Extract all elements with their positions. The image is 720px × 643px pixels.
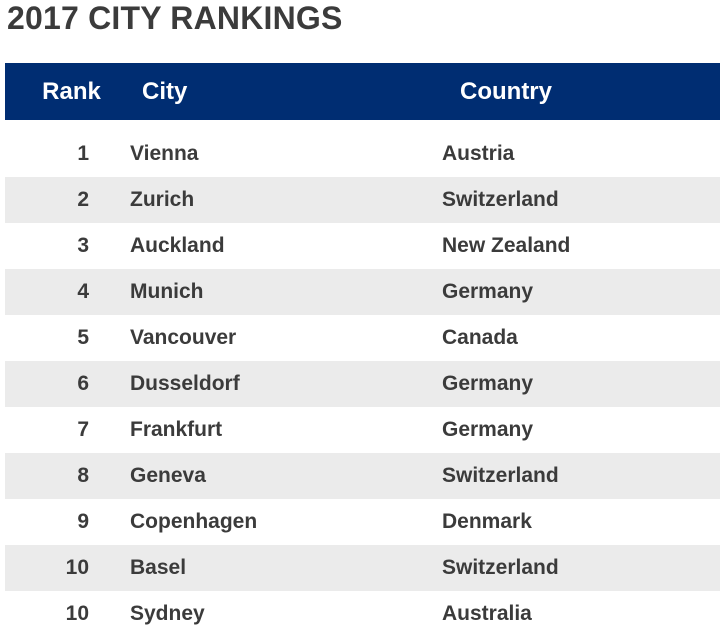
table-header: Rank City Country <box>5 63 720 120</box>
city-cell: Zurich <box>130 188 195 211</box>
city-cell: Copenhagen <box>130 510 258 533</box>
rank-cell: 3 <box>77 234 89 257</box>
city-cell: Sydney <box>130 602 205 625</box>
table-row: 9 Copenhagen Denmark <box>5 499 720 545</box>
header-rank: Rank <box>42 78 101 105</box>
page-title: 2017 CITY RANKINGS <box>7 0 343 36</box>
table-row: 3 Auckland New Zealand <box>5 223 720 269</box>
city-cell: Basel <box>130 556 187 579</box>
rank-cell: 7 <box>77 418 89 441</box>
header-country: Country <box>460 78 552 105</box>
country-cell: Austria <box>442 142 515 165</box>
table-row: 10 Basel Switzerland <box>5 545 720 591</box>
country-cell: Germany <box>442 280 534 303</box>
rank-cell: 9 <box>77 510 89 533</box>
rank-cell: 8 <box>77 464 89 487</box>
rank-cell: 6 <box>77 372 89 395</box>
header-city: City <box>142 78 188 105</box>
table-row: 2 Zurich Switzerland <box>5 177 720 223</box>
rank-cell: 10 <box>65 602 89 625</box>
country-cell: New Zealand <box>442 234 571 257</box>
country-cell: Canada <box>442 326 518 349</box>
table-body: 1 Vienna Austria 2 Zurich Switzerland 3 Aucklan… <box>5 131 720 637</box>
country-cell: Germany <box>442 418 534 441</box>
table-row: 8 Geneva Switzerland <box>5 453 720 499</box>
country-cell: Switzerland <box>442 188 559 211</box>
rank-cell: 1 <box>77 142 89 165</box>
city-cell: Munich <box>130 280 204 303</box>
rank-cell: 10 <box>65 556 89 579</box>
table-row: 1 Vienna Austria <box>5 131 720 177</box>
rank-cell: 4 <box>77 280 89 303</box>
rank-cell: 2 <box>77 188 89 211</box>
table-row: 4 Munich Germany <box>5 269 720 315</box>
country-cell: Germany <box>442 372 534 395</box>
country-cell: Switzerland <box>442 464 559 487</box>
country-cell: Switzerland <box>442 556 559 579</box>
table-row: 5 Vancouver Canada <box>5 315 720 361</box>
city-cell: Geneva <box>130 464 206 487</box>
rankings-table: Rank City Country 1 Vienna Austria 2 Zurich S… <box>5 63 720 637</box>
country-cell: Denmark <box>442 510 532 533</box>
city-cell: Auckland <box>130 234 225 257</box>
table-row: 10 Sydney Australia <box>5 591 720 637</box>
table-row: 7 Frankfurt Germany <box>5 407 720 453</box>
city-cell: Frankfurt <box>130 418 223 441</box>
city-cell: Vancouver <box>130 326 237 349</box>
table-row: 6 Dusseldorf Germany <box>5 361 720 407</box>
city-cell: Vienna <box>130 142 199 165</box>
country-cell: Australia <box>442 602 532 625</box>
rank-cell: 5 <box>77 326 89 349</box>
city-cell: Dusseldorf <box>130 372 240 395</box>
